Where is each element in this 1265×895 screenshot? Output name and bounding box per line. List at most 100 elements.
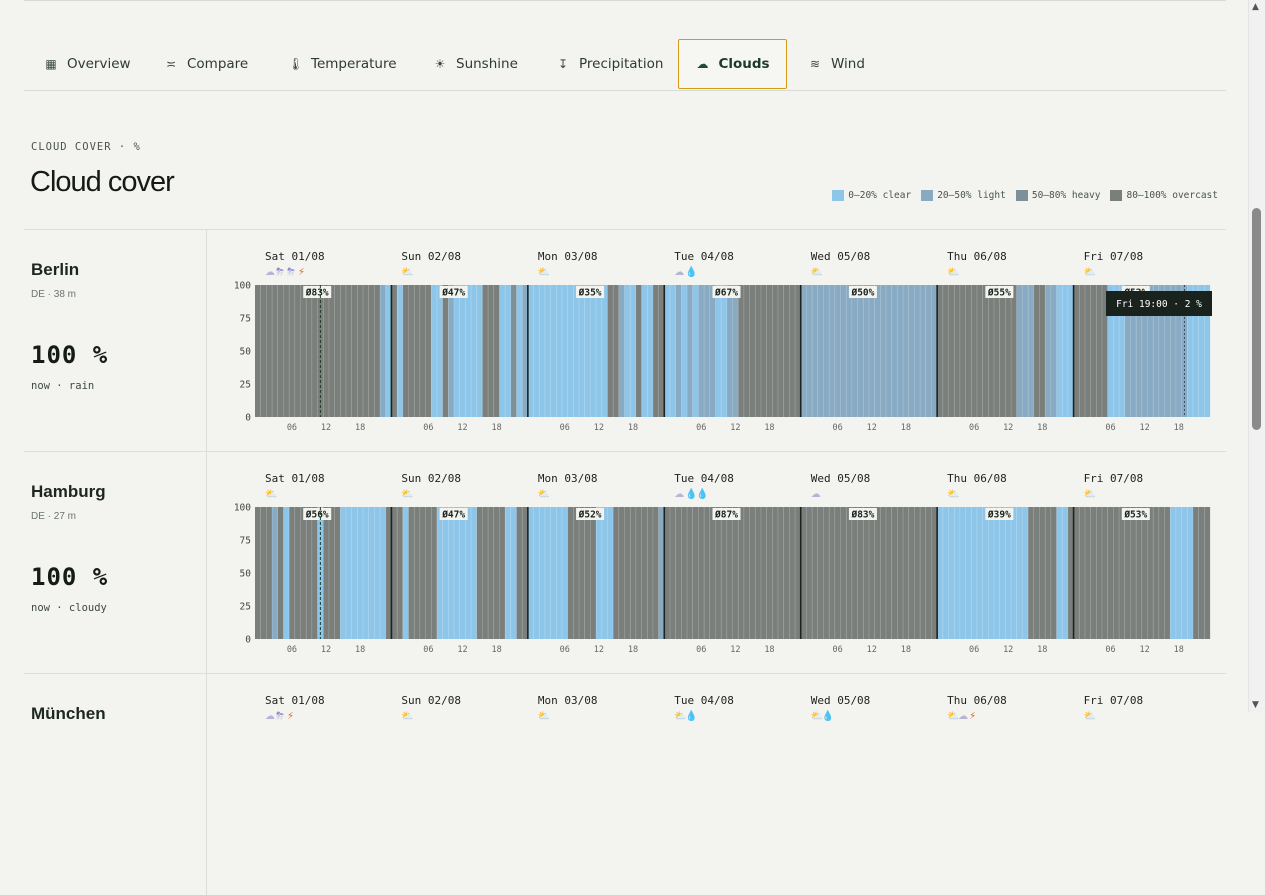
x-tick-label: 12 — [457, 423, 467, 433]
tab-sunshine[interactable]: ☀ Sunshine — [423, 39, 528, 89]
hour-bar — [613, 285, 619, 417]
hour-bar — [533, 285, 540, 417]
hour-bar — [1153, 285, 1159, 417]
cloud-icon: ☁ — [265, 711, 275, 722]
day-label: Thu 06/08 — [947, 250, 1007, 263]
hour-bar — [806, 507, 813, 639]
average-badge — [985, 508, 1014, 520]
x-tick-label: 18 — [1037, 423, 1047, 433]
hour-bar — [357, 285, 364, 417]
hour-bar — [709, 507, 716, 639]
hour-bar — [1187, 285, 1194, 417]
hour-bar — [993, 507, 1000, 639]
hour-bar — [1170, 507, 1176, 639]
hour-bar — [488, 507, 494, 639]
x-tick-label: 06 — [833, 423, 843, 433]
hour-bar — [1056, 507, 1063, 639]
hour-bar — [579, 285, 585, 417]
average-label: Ø47% — [441, 288, 465, 299]
hour-bar — [1192, 285, 1199, 417]
hour-bar — [1056, 285, 1063, 417]
x-tick-label: 12 — [730, 423, 740, 433]
day-label: Fri 07/08 — [1084, 472, 1144, 485]
sun-cloud-icon: ⛅ — [401, 266, 413, 278]
tab-temperature[interactable]: 🌡 Temperature — [278, 39, 407, 89]
scroll-up-icon[interactable]: ▲ — [1252, 2, 1259, 12]
tab-clouds[interactable]: ☁ Clouds — [678, 39, 787, 89]
hour-bar — [306, 507, 312, 639]
x-tick-label: 18 — [491, 423, 501, 433]
sun-cloud-icon: ⛅ — [1084, 488, 1096, 500]
hour-bar — [760, 507, 767, 639]
hour-bar — [652, 507, 659, 639]
hour-bar — [414, 285, 420, 417]
hour-bar — [766, 507, 773, 639]
tab-label: Sunshine — [456, 56, 518, 72]
hour-bar — [1033, 507, 1040, 639]
hour-bar — [812, 507, 818, 639]
hour-bar — [647, 285, 654, 417]
hour-bar — [749, 507, 756, 639]
hour-bar — [402, 507, 409, 639]
hour-bar — [743, 507, 750, 639]
cloud-chart-hamburg[interactable]: Sat 01/08 ⛅ Sun 02/08 ⛅ Mon 03/08 ⛅ Tue 04/08 ☁… — [206, 452, 1226, 673]
legend-swatch — [921, 190, 934, 201]
tab-wind[interactable]: ≋ Wind — [798, 39, 875, 89]
cloud-chart-berlin[interactable]: Sat 01/08☁ ⛈ ⛈ ⚡Sun 02/08⛅Mon 03/08⛅Tue 04/… — [206, 230, 1226, 451]
scrollbar[interactable]: ▲ ▼ — [1248, 0, 1265, 712]
hour-bar — [1204, 507, 1211, 639]
x-tick-label: 18 — [628, 645, 638, 655]
hour-bar — [567, 285, 574, 417]
tab-compare[interactable]: ≍ Compare — [154, 39, 258, 89]
hour-bar — [1141, 507, 1148, 639]
tab-overview[interactable]: ▦ Overview — [34, 39, 141, 89]
hour-bar — [721, 285, 727, 417]
city-summary: Hamburg DE · 27 m 100 % now · cloudy — [24, 452, 207, 673]
hour-bar — [851, 285, 858, 417]
hour-bar — [596, 507, 602, 639]
hour-bar — [1164, 285, 1171, 417]
hour-bar — [1039, 285, 1046, 417]
tab-precipitation[interactable]: ↧ Precipitation — [546, 39, 673, 89]
hour-bar — [522, 507, 528, 639]
hour-bar — [846, 285, 852, 417]
hour-bar — [920, 507, 926, 639]
hour-bar — [425, 285, 432, 417]
cloud-icon: ☁ — [958, 711, 968, 722]
tab-label: Temperature — [311, 56, 397, 72]
hour-bar — [817, 285, 824, 417]
hour-bar — [590, 285, 597, 417]
cloud-chart-munich[interactable]: Sat 01/08☁ ⛈ ⚡Sun 02/08⛅Mon 03/08⛅Tue 04/0… — [206, 674, 1226, 895]
legend-item-heavy: 50–80% heavy — [1015, 190, 1100, 201]
legend-item-overcast: 80–100% overcast — [1110, 190, 1218, 201]
hour-bar — [419, 507, 426, 639]
y-tick-label: 50 — [240, 569, 252, 580]
hour-bar — [795, 285, 801, 417]
hour-bar — [1039, 507, 1046, 639]
hour-bar — [965, 507, 972, 639]
hour-bar — [812, 285, 818, 417]
tooltip-text: Fri 19:00 · 2 % — [1116, 299, 1202, 310]
average-label: Ø83% — [305, 288, 329, 299]
hour-bar — [726, 507, 733, 639]
hour-bar — [823, 507, 830, 639]
hour-bar — [897, 285, 904, 417]
x-tick-label: 18 — [1037, 645, 1047, 655]
hour-bar — [1192, 507, 1199, 639]
scrollbar-thumb[interactable] — [1252, 208, 1261, 430]
day-label: Sun 02/08 — [401, 694, 461, 707]
hour-bar — [482, 507, 489, 639]
hour-bar — [914, 507, 921, 639]
hour-bar — [863, 285, 870, 417]
day-label: Sun 02/08 — [401, 472, 461, 485]
x-tick-label: 18 — [901, 423, 911, 433]
hour-bar — [573, 285, 580, 417]
average-badge — [712, 508, 741, 520]
hour-bar — [800, 507, 807, 639]
hour-bar — [596, 285, 602, 417]
hour-bar — [1119, 507, 1125, 639]
hour-bar — [1181, 507, 1188, 639]
scroll-down-icon[interactable]: ▼ — [1252, 700, 1259, 710]
x-tick-label: 18 — [1174, 645, 1184, 655]
average-label: Ø55% — [987, 288, 1011, 299]
